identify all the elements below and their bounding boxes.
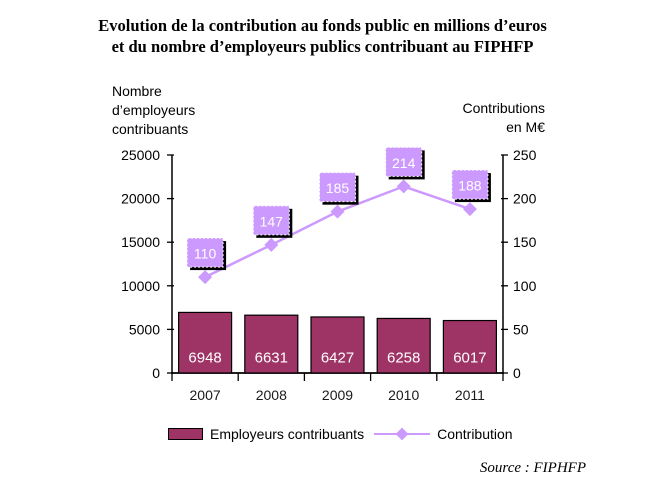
line-value-label: 188 — [458, 178, 482, 194]
line-marker — [198, 270, 213, 285]
left-axis-tick-label: 25000 — [121, 147, 160, 163]
x-axis-category-label: 2009 — [322, 387, 353, 403]
right-axis-tick-label: 100 — [513, 278, 537, 294]
line-value-label: 214 — [392, 155, 416, 171]
line-value-label: 110 — [194, 246, 217, 262]
line-value-label: 185 — [326, 180, 350, 196]
legend-bar-swatch — [168, 428, 203, 440]
right-axis-tick-label: 50 — [513, 321, 529, 337]
line-marker — [264, 237, 279, 252]
legend-line-swatch — [374, 427, 431, 441]
line-value-label-box — [385, 146, 423, 177]
bar — [178, 311, 233, 374]
x-axis-category-label: 2007 — [190, 387, 221, 403]
line-marker — [462, 202, 477, 217]
left-axis-tick-label: 5000 — [129, 321, 160, 337]
bar-value-label: 6427 — [321, 350, 354, 367]
line-value-label-box — [252, 205, 290, 236]
bar-value-label: 6258 — [387, 350, 420, 367]
right-axis-tick-label: 200 — [513, 191, 537, 207]
chart-title: Evolution de la contribution au fonds pu… — [0, 15, 645, 57]
right-axis-tick-label: 250 — [513, 147, 537, 163]
bar — [442, 319, 497, 374]
legend-diamond-icon — [395, 427, 409, 441]
bar — [244, 314, 299, 374]
chart-title-line2: et du nombre d’employeurs publics contri… — [111, 37, 534, 56]
legend: Employeurs contribuants Contribution — [168, 426, 513, 442]
right-axis-tick-label: 0 — [513, 365, 521, 381]
line-value-label-box — [319, 172, 356, 203]
chart-title-line1: Evolution de la contribution au fonds pu… — [98, 16, 547, 35]
left-axis-tick-label: 0 — [152, 365, 160, 381]
chart-canvas: 0 5000 10000 15000 20000 25000 0 50 100 150 200 250… — [121, 146, 537, 403]
bar — [310, 316, 365, 374]
bar-value-label: 6017 — [453, 350, 486, 367]
bar-value-label: 6631 — [255, 350, 288, 367]
left-axis-tick-label: 10000 — [121, 278, 160, 294]
line-marker — [330, 204, 345, 219]
right-axis-tick-label: 150 — [513, 234, 537, 250]
x-axis-category-label: 2010 — [388, 387, 419, 403]
legend-line-label: Contribution — [437, 426, 513, 442]
legend-bar-label: Employeurs contribuants — [210, 426, 365, 442]
source-note: Source : FIPHFP — [479, 460, 586, 476]
line-value-label-box — [451, 169, 489, 200]
left-axis-tick-label: 15000 — [121, 234, 160, 250]
x-axis-category-label: 2008 — [256, 387, 287, 403]
left-axis-tick-label: 20000 — [121, 191, 160, 207]
bar-value-label: 6948 — [188, 350, 221, 367]
right-axis-unit-label: Contributions en M€ — [462, 100, 546, 135]
left-axis-unit-label: Nombre d’employeurs contribuants — [112, 83, 196, 137]
line-value-label-box — [186, 237, 224, 268]
line-marker — [396, 179, 411, 194]
bar — [376, 317, 431, 374]
line-value-label: 147 — [260, 213, 284, 229]
x-axis-category-label: 2011 — [455, 387, 485, 403]
